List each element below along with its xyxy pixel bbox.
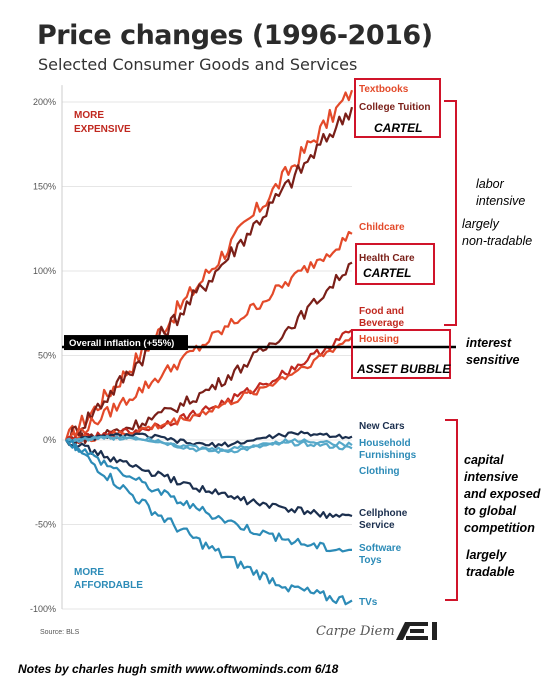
aei-logo — [396, 622, 437, 640]
series-label: Childcare — [359, 222, 405, 233]
series-line — [65, 435, 353, 454]
series-label: College Tuition — [359, 102, 430, 113]
series-label: Furnishings — [359, 450, 417, 461]
chart-title: Price changes (1996-2016) — [37, 20, 433, 51]
footer-note: Notes by charles hugh smith www.oftwomin… — [18, 662, 339, 676]
series-label: Service — [359, 520, 395, 531]
more-expensive-label: MORE — [74, 110, 104, 121]
cartel-box-1 — [354, 78, 441, 138]
y-tick-label: -50% — [35, 520, 56, 530]
series-label: Software — [359, 543, 402, 554]
series-label: New Cars — [359, 421, 405, 432]
brand-text: Carpe Diem — [316, 624, 395, 639]
series-label: Housing — [359, 334, 399, 345]
series-line — [65, 230, 353, 442]
asset-bubble-box — [351, 329, 451, 379]
series-line — [65, 434, 353, 452]
series-line — [65, 430, 353, 449]
more-expensive-label: EXPENSIVE — [74, 124, 131, 135]
series-line — [65, 336, 353, 445]
note-largely-tradable: largely tradable — [466, 548, 515, 579]
series-label: Beverage — [359, 318, 404, 329]
series-label: Health Care — [359, 253, 415, 264]
series-line — [65, 439, 353, 606]
y-tick-label: 100% — [33, 266, 56, 276]
series-line — [65, 261, 353, 446]
series-line — [65, 439, 352, 553]
series-label: Textbooks — [359, 84, 409, 95]
y-tick-label: 0% — [43, 435, 56, 445]
note-interest-sensitive: interest sensitive — [466, 336, 520, 367]
bracket-upper — [444, 100, 457, 326]
series-label: Clothing — [359, 466, 400, 477]
series-label: TVs — [359, 597, 378, 608]
series-label: Household — [359, 438, 411, 449]
cartel-label-2: CARTEL — [363, 266, 412, 280]
y-tick-label: -100% — [30, 604, 56, 614]
series-label: Toys — [359, 555, 382, 566]
cartel-box-2 — [355, 243, 435, 285]
more-affordable-label: MORE — [74, 567, 104, 578]
note-labor-intensive: labor intensive — [476, 177, 526, 208]
chart-subtitle: Selected Consumer Goods and Services — [38, 55, 358, 74]
source-note: Source: BLS — [40, 629, 80, 636]
cartel-label-1: CARTEL — [374, 121, 423, 135]
series-line — [65, 439, 353, 519]
inflation-label-bg — [64, 335, 188, 351]
y-tick-label: 50% — [38, 351, 56, 361]
bracket-lower — [445, 419, 458, 601]
y-tick-label: 150% — [33, 182, 56, 192]
series-line — [64, 89, 354, 441]
y-tick-label: 200% — [33, 97, 56, 107]
asset-bubble-label: ASSET BUBBLE — [357, 362, 451, 376]
series-line — [65, 106, 354, 445]
more-affordable-label: AFFORDABLE — [74, 580, 143, 591]
note-non-tradable: largely non-tradable — [462, 217, 533, 248]
inflation-label: Overall inflation (+55%) — [69, 338, 174, 349]
series-label: Cellphone — [359, 508, 408, 519]
note-capital-intensive: capital intensive and exposed to global comp… — [464, 453, 541, 535]
series-label: Food and — [359, 306, 404, 317]
